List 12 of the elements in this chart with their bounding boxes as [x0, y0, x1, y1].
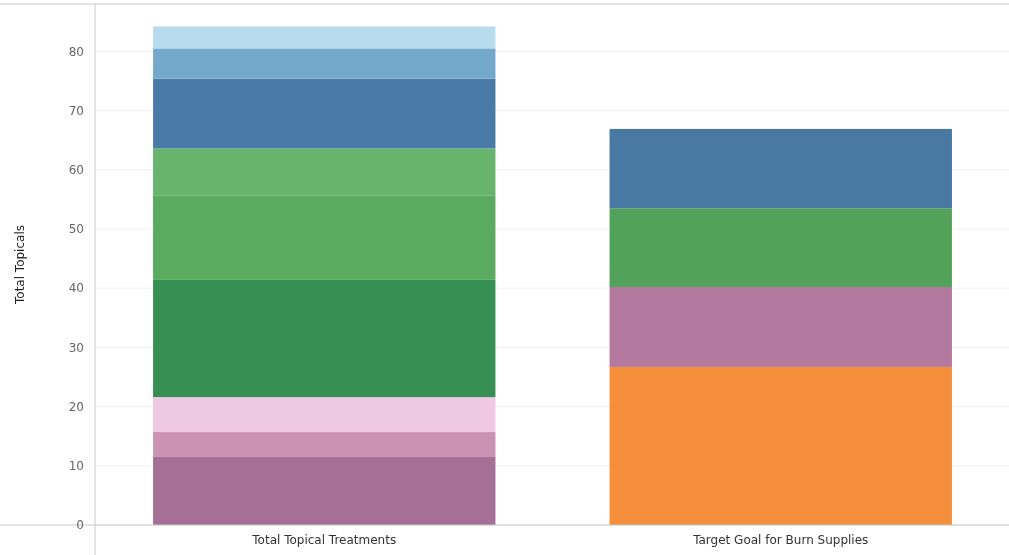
y-tick-label: 10 [68, 459, 84, 473]
y-tick-label: 40 [68, 281, 84, 296]
y-tick-label: 0 [76, 518, 84, 533]
x-tick-label: Target Goal for Burn Supplies [692, 533, 869, 547]
y-tick-label: 70 [68, 103, 84, 118]
y-tick-label: 30 [68, 340, 84, 355]
y-tick-label: 50 [68, 222, 84, 237]
x-tick-label: Total Topical Treatments [251, 533, 397, 547]
y-tick-label: 20 [68, 399, 84, 414]
y-tick-label: 60 [68, 162, 84, 177]
y-axis-title: Total Topicals [13, 225, 27, 305]
y-tick-label: 80 [68, 44, 84, 59]
